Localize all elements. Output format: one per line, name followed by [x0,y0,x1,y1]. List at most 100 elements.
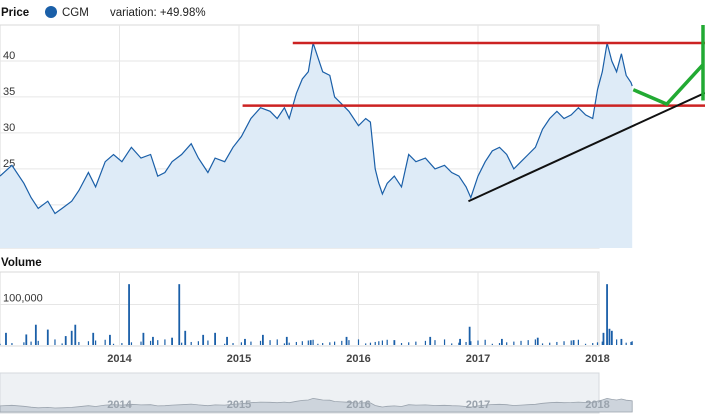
volume-bar [46,329,49,345]
volume-bar [549,342,551,345]
navigator-area [0,397,633,413]
volume-bar [506,342,508,345]
volume-y-tick-label: 100,000 [3,292,43,304]
volume-bar [334,341,336,345]
price-line [0,42,633,215]
x-axis: 2014 2015 2016 2017 2018 [107,353,609,365]
navigator-tick-label: 2017 [466,399,490,411]
volume-bar [190,341,192,345]
x-tick-label: 2015 [227,353,251,365]
volume-bar [468,326,471,345]
volume-bar [250,341,252,345]
volume-bar [606,284,608,345]
volume-bar [5,332,7,345]
volume-bar [610,330,613,345]
volume-bar [149,340,152,345]
volume-bar [434,340,436,345]
volume-bar [501,338,503,345]
volume-bar [232,343,234,345]
volume-bar [341,340,343,345]
volume-bar [365,343,367,345]
volume-bar [601,341,603,345]
volume-bar [121,343,123,345]
navigator-tick-label: 2018 [585,399,609,411]
volume-bar [577,339,579,345]
x-tick-label: 2017 [466,353,490,365]
volume-bar [283,343,286,345]
volume-bar [197,341,199,345]
price-y-tick-label: 35 [3,86,15,98]
support-trendline [468,91,705,203]
volume-grid [0,272,599,345]
volume-bar [345,336,348,345]
volume-bar [381,340,383,345]
volume-bar [152,336,154,345]
volume-bar [259,340,262,345]
price-y-tick-label: 30 [3,122,15,134]
volume-bar [128,284,130,345]
volume-bar [181,342,183,345]
navigator-x-axis: 2014 2015 2016 2017 2018 [107,399,609,411]
volume-bar [429,336,432,345]
volume-bar [592,343,594,345]
volume-bar [164,339,166,345]
volume-bar [572,340,575,345]
volume-bar [109,334,111,345]
volume-bar [140,341,142,345]
volume-bars [0,284,633,345]
volume-bar [459,338,461,345]
navigator-tick-label: 2015 [227,399,251,411]
volume-bar [87,341,90,345]
volume-bar [465,341,467,345]
volume-bar [470,341,472,345]
volume-bar [262,334,264,345]
volume-bar [625,342,627,345]
volume-bar [498,343,501,345]
volume-bar [295,341,297,345]
x-tick-label: 2014 [107,353,132,365]
volume-bar [23,342,25,345]
volume-bar [556,341,558,345]
volume-bar [374,341,376,345]
volume-bar [207,340,209,345]
volume-bar [596,342,599,345]
volume-bar [348,340,350,345]
volume-bar [451,343,453,345]
volume-bar [269,340,271,345]
volume-bar [34,324,37,345]
volume-bar [61,343,63,345]
volume-bar [171,337,173,345]
volume-bar [30,341,32,345]
volume-bar [386,339,388,345]
volume-bar [130,342,133,345]
volume-bar [309,340,312,345]
volume-title: Volume [1,257,42,269]
x-tick-label: 2018 [585,353,609,365]
volume-bar [54,339,56,345]
volume-bar [631,341,633,345]
price-area [0,43,633,248]
volume-panel: 100,000 [0,271,633,347]
navigator[interactable]: 2014 2015 2016 2017 2018 [0,372,633,414]
volume-bar [276,339,278,345]
volume-bar [184,330,187,345]
volume-bar [620,338,623,345]
volume-bar [424,340,427,345]
volume-bar [25,334,28,345]
volume-bar [37,340,39,345]
volume-bar [630,341,632,345]
volume-bar [608,328,611,345]
volume-bar [602,332,605,345]
volume-bar [541,343,544,345]
volume-bar [202,334,205,345]
volume-bar [357,339,360,345]
legend-series-name: CGM [62,7,89,19]
volume-bar [142,332,145,345]
volume-bar [563,341,565,345]
volume-bar [536,337,539,345]
volume-bar [415,341,417,345]
navigator-tick-label: 2014 [107,399,132,411]
volume-bar [64,336,67,345]
variation-text: variation: +49.98% [110,7,206,19]
